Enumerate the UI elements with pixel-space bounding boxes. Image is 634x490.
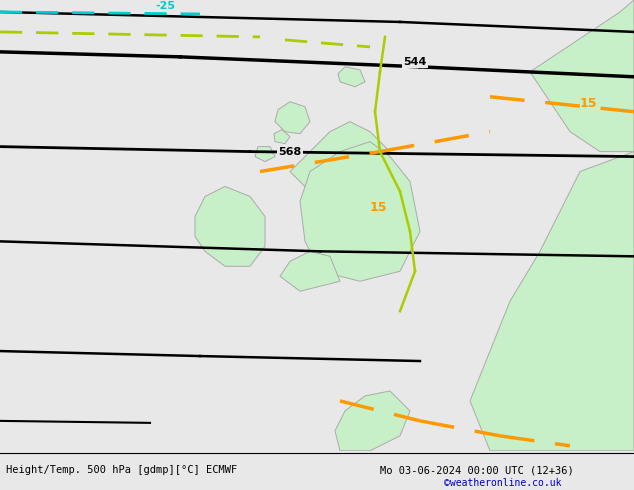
Polygon shape [530, 0, 634, 151]
Text: 15: 15 [370, 201, 387, 215]
Polygon shape [335, 391, 410, 451]
Polygon shape [195, 187, 265, 266]
Text: ©weatheronline.co.uk: ©weatheronline.co.uk [444, 478, 561, 488]
Polygon shape [274, 130, 290, 144]
Polygon shape [255, 147, 275, 162]
Polygon shape [275, 102, 310, 134]
Text: Mo 03-06-2024 00:00 UTC (12+36): Mo 03-06-2024 00:00 UTC (12+36) [380, 466, 574, 475]
Text: Height/Temp. 500 hPa [gdmp][°C] ECMWF: Height/Temp. 500 hPa [gdmp][°C] ECMWF [6, 466, 238, 475]
Polygon shape [280, 251, 340, 291]
Polygon shape [300, 142, 420, 281]
Text: 15: 15 [580, 97, 597, 110]
Polygon shape [338, 67, 365, 87]
Polygon shape [470, 151, 634, 451]
Text: 544: 544 [403, 57, 427, 67]
Text: -25: -25 [155, 1, 175, 11]
Text: 568: 568 [278, 147, 302, 157]
Polygon shape [290, 122, 390, 201]
